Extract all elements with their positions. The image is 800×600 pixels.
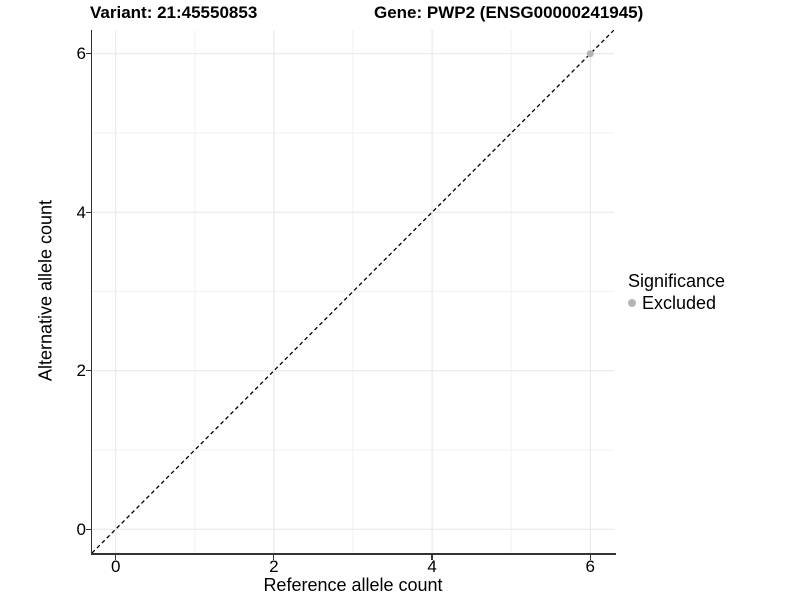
x-tick-label: 2 bbox=[269, 557, 279, 576]
y-tick-label: 0 bbox=[76, 519, 86, 539]
plot-panel bbox=[91, 29, 615, 554]
plot-canvas bbox=[91, 29, 615, 554]
legend-key-dot-icon bbox=[628, 299, 636, 307]
x-tick-mark bbox=[115, 554, 117, 560]
legend: Significance Excluded bbox=[628, 271, 725, 313]
plot-title-variant: Variant: 21:45550853 bbox=[90, 3, 258, 22]
legend-title: Significance bbox=[628, 271, 726, 291]
x-tick-mark bbox=[431, 554, 433, 560]
y-axis-line bbox=[90, 30, 92, 555]
y-tick-mark bbox=[85, 211, 91, 213]
data-point-excluded bbox=[586, 50, 594, 58]
x-tick-label: 4 bbox=[427, 557, 437, 576]
y-tick-mark bbox=[85, 53, 91, 55]
y-tick-label: 6 bbox=[76, 44, 86, 64]
x-axis-title: Reference allele count bbox=[263, 575, 443, 595]
legend-item-label: Excluded bbox=[642, 293, 717, 313]
x-tick-mark bbox=[589, 554, 591, 560]
y-tick-mark bbox=[85, 528, 91, 530]
y-tick-mark bbox=[85, 370, 91, 372]
y-tick-label: 4 bbox=[76, 202, 86, 222]
plot-title-gene: Gene: PWP2 (ENSG00000241945) bbox=[374, 3, 644, 22]
y-tick-label: 2 bbox=[76, 361, 86, 381]
y-axis-title: Alternative allele count bbox=[35, 199, 56, 382]
x-tick-mark bbox=[273, 554, 275, 560]
x-axis-line bbox=[90, 553, 616, 555]
x-tick-label: 6 bbox=[585, 557, 595, 576]
x-tick-label: 0 bbox=[110, 557, 121, 576]
legend-item-excluded: Excluded bbox=[628, 293, 725, 313]
